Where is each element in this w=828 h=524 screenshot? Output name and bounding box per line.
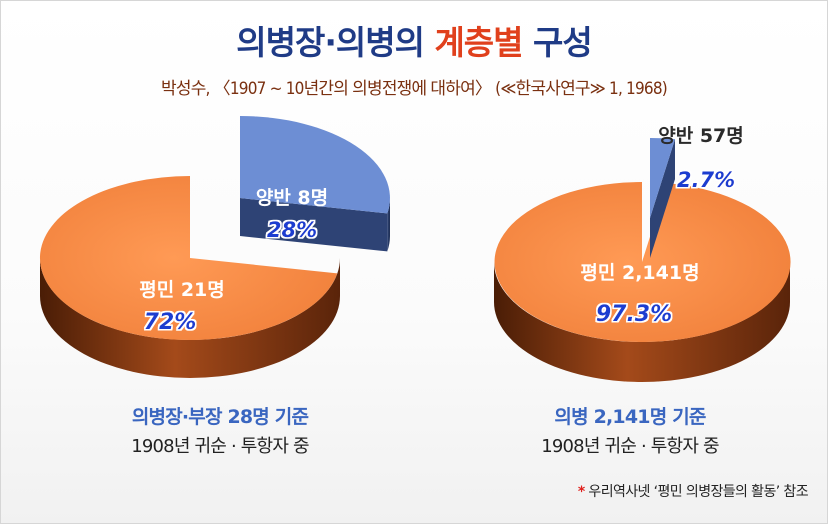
pie-slice-평민-0 <box>39 175 338 340</box>
label-pct-평민-1: 97.3% <box>596 302 672 327</box>
source-subtitle: 박성수, 〈1907 ~ 10년간의 의병전쟁에 대하여〉 (≪한국사연구≫ 1… <box>161 79 668 99</box>
label-count-평민-0: 평민 21명 <box>139 279 225 301</box>
title-main: 의병장·의병의 <box>236 23 435 62</box>
pie-side-양반-0 <box>387 198 390 252</box>
pie-side-평민-1 <box>494 262 790 382</box>
right-caption: 의병 2,141명 기준 <box>554 406 706 428</box>
source-note: * 우리역사넷 ‘평민 의병장들의 활동’ 참조 <box>577 481 809 501</box>
pie-wall-양반-0 <box>240 198 388 252</box>
left-subcaption: 1908년 귀순 · 투항자 중 <box>131 436 309 457</box>
label-count-평민-1: 평민 2,141명 <box>580 262 699 284</box>
pie-wall-양반-1 <box>650 139 675 258</box>
title-tail: 구성 <box>522 23 593 62</box>
label-pct-평민-0: 72% <box>144 310 197 335</box>
title-highlight: 계층별 <box>434 23 523 62</box>
pie-slice-양반-0 <box>240 116 390 214</box>
label-pct-양반-0: 28% <box>267 218 317 242</box>
pie-side-평민-0 <box>40 258 340 378</box>
pie-slice-양반-1 <box>650 137 675 218</box>
chart-title: 의병장·의병의 계층별 구성 <box>0 16 828 64</box>
label-count-양반-1: 양반 57명 <box>658 125 744 147</box>
pie-slice-평민-1 <box>494 182 791 342</box>
label-count-양반-0: 양반 8명 <box>256 187 328 209</box>
note-star: * <box>577 484 585 500</box>
note-text: 우리역사넷 ‘평민 의병장들의 활동’ 참조 <box>584 484 808 500</box>
left-caption: 의병장·부장 28명 기준 <box>131 406 309 428</box>
label-pct-양반-1: 2.7% <box>677 168 735 192</box>
right-subcaption: 1908년 귀순 · 투항자 중 <box>541 436 719 457</box>
